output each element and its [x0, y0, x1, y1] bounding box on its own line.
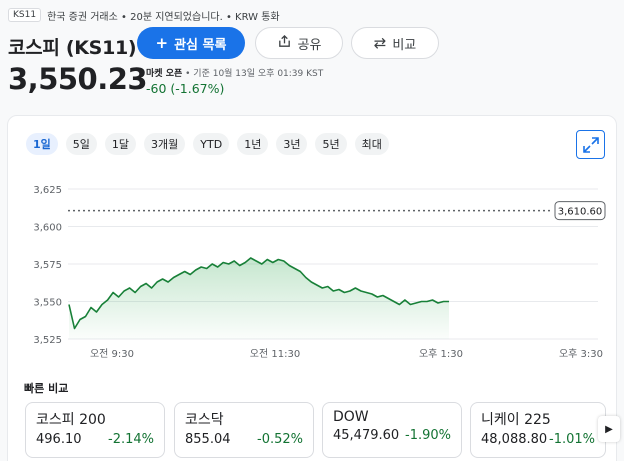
chevron-right-icon: ▶ — [605, 423, 613, 435]
price-chart[interactable]: 3,625 3,600 3,575 3,550 3,525 오전 9:30 오전 11:30… — [0, 175, 624, 365]
next-button[interactable]: ▶ — [598, 416, 620, 442]
range-0[interactable]: 1일 — [26, 133, 58, 155]
index-name: 코스피 — [8, 37, 60, 59]
compare-value: 48,088.80 — [481, 432, 548, 447]
compare-change: -1.90% — [405, 428, 451, 443]
plus-icon: + — [155, 33, 169, 52]
ticker-badge: KS11 — [8, 8, 42, 22]
compare-label: 비교 — [392, 37, 417, 53]
range-6[interactable]: 3년 — [276, 133, 308, 155]
range-2[interactable]: 1달 — [104, 133, 137, 155]
y-tick-label: 3,600 — [33, 223, 62, 234]
compare-change: -2.14% — [108, 432, 154, 447]
y-tick-label: 3,625 — [33, 185, 62, 196]
range-5[interactable]: 1년 — [237, 133, 269, 155]
current-price: 3,550.23 — [8, 62, 148, 96]
market-state: 마켓 오픈 — [146, 69, 183, 79]
compare-card-kospi200[interactable]: 코스피 200 496.10 -2.14% — [25, 402, 165, 458]
market-status: 마켓 오픈 • 기준 10월 13일 오후 01:39 KST — [146, 66, 323, 79]
range-7[interactable]: 5년 — [315, 133, 347, 155]
compare-card-nikkei225[interactable]: 니케이 225 48,088.80 -1.01% — [470, 402, 606, 458]
range-selector: 1일 5일 1달 3개월 YTD 1년 3년 5년 최대 — [26, 133, 389, 155]
compare-card-dow[interactable]: DOW 45,479.60 -1.90% — [322, 402, 462, 458]
compare-change: -1.01% — [549, 432, 595, 447]
compare-name: 니케이 225 — [481, 412, 551, 428]
compare-name: 코스닥 — [185, 412, 224, 428]
exchange-info: 한국 증권 거래소 • 20분 지연되었습니다. • KRW 통화 — [47, 11, 280, 23]
price-area — [69, 258, 449, 339]
follow-label: 관심 목록 — [174, 37, 227, 53]
x-tick-label: 오전 9:30 — [90, 348, 134, 360]
share-label: 공유 — [297, 37, 322, 53]
compare-value: 496.10 — [36, 432, 82, 447]
x-tick-label: 오후 1:30 — [419, 348, 463, 360]
compare-value: 45,479.60 — [333, 428, 400, 443]
quick-compare-title: 빠른 비교 — [24, 382, 69, 395]
y-tick-label: 3,575 — [33, 260, 62, 271]
follow-button[interactable]: + 관심 목록 — [137, 27, 245, 59]
compare-name: DOW — [333, 409, 369, 425]
share-icon — [277, 34, 292, 52]
y-tick-label: 3,525 — [33, 335, 62, 346]
compare-change: -0.52% — [257, 432, 303, 447]
previous-close-badge — [554, 201, 606, 221]
expand-button[interactable] — [576, 130, 605, 159]
range-4[interactable]: YTD — [193, 133, 230, 155]
share-button[interactable]: 공유 — [255, 27, 343, 59]
price-change: -60 (-1.67%) — [146, 81, 225, 96]
index-symbol: (KS11) — [65, 37, 137, 59]
compare-button[interactable]: ⇄ 비교 — [351, 27, 439, 59]
expand-icon — [582, 136, 599, 153]
previous-close-label: 3,610.60 — [558, 207, 603, 218]
compare-name: 코스피 200 — [36, 412, 106, 428]
compare-card-kosdaq[interactable]: 코스닥 855.04 -0.52% — [174, 402, 314, 458]
x-tick-label: 오전 11:30 — [250, 348, 300, 360]
exchange-meta: KS11 한국 증권 거래소 • 20분 지연되었습니다. • KRW 통화 — [8, 6, 280, 24]
range-8[interactable]: 최대 — [354, 133, 389, 155]
compare-value: 855.04 — [185, 432, 231, 447]
page-title: 코스피 (KS11) — [8, 33, 137, 60]
range-1[interactable]: 5일 — [65, 133, 97, 155]
y-tick-label: 3,550 — [33, 298, 62, 309]
range-3[interactable]: 3개월 — [144, 133, 186, 155]
quote-timestamp: • 기준 10월 13일 오후 01:39 KST — [182, 69, 324, 79]
price-line — [68, 257, 449, 330]
compare-arrows-icon: ⇄ — [373, 33, 387, 52]
x-tick-label: 오후 3:30 — [559, 348, 603, 360]
